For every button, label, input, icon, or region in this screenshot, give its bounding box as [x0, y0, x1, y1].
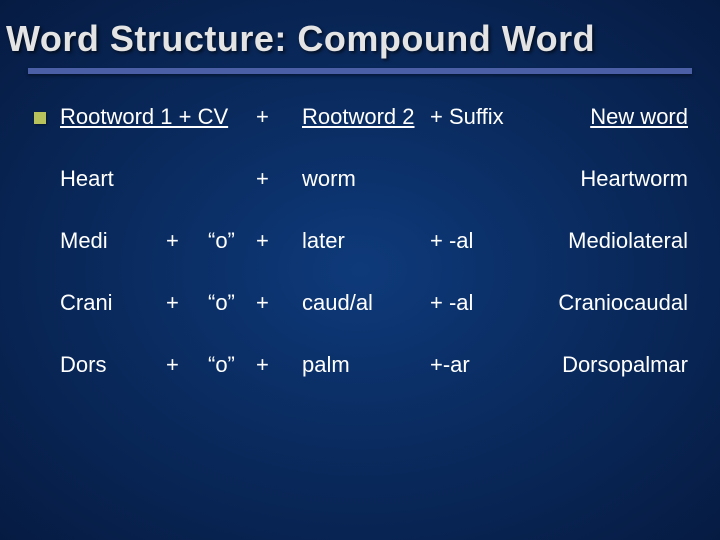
cell-root1: Heart	[60, 166, 166, 192]
cell-plus1: +	[166, 352, 208, 378]
cell-suffix: +-ar	[430, 352, 504, 378]
cell-cv: “o”	[208, 228, 256, 254]
cell-cv: “o”	[208, 352, 256, 378]
cell-root2: later	[302, 228, 430, 254]
table-header-row: Rootword 1 + CV + Rootword 2 + Suffix Ne…	[34, 104, 700, 130]
table-row: Dors + “o” + palm +-ar Dorsopalmar	[34, 352, 700, 378]
cell-root2: worm	[302, 166, 430, 192]
cell-newword: Craniocaudal	[504, 290, 700, 316]
cell-root1: Dors	[60, 352, 166, 378]
cell-plus1: +	[166, 228, 208, 254]
col-header-newword: New word	[504, 104, 700, 130]
table-row: Heart + worm Heartworm	[34, 166, 700, 192]
square-bullet-icon	[34, 112, 46, 124]
cell-plus2: +	[256, 228, 302, 254]
cell-root2: palm	[302, 352, 430, 378]
cell-plus2: +	[256, 290, 302, 316]
col-header-root1-cv: Rootword 1 + CV	[60, 104, 256, 130]
cell-plus2: +	[256, 352, 302, 378]
cell-root1: Crani	[60, 290, 166, 316]
col-header-root2: Rootword 2	[302, 104, 430, 130]
cell-root1: Medi	[60, 228, 166, 254]
table-row: Medi + “o” + later + -al Mediolateral	[34, 228, 700, 254]
col-header-suffix: + Suffix	[430, 104, 504, 130]
cell-cv: “o”	[208, 290, 256, 316]
cell-newword: Heartworm	[504, 166, 700, 192]
table-row: Crani + “o” + caud/al + -al Craniocaudal	[34, 290, 700, 316]
cell-plus1: +	[166, 290, 208, 316]
cell-newword: Mediolateral	[504, 228, 700, 254]
col-header-plus: +	[256, 104, 302, 130]
cell-plus2: +	[256, 166, 302, 192]
cell-suffix: + -al	[430, 290, 504, 316]
content-area: Rootword 1 + CV + Rootword 2 + Suffix Ne…	[0, 74, 720, 378]
cell-root2: caud/al	[302, 290, 430, 316]
cell-newword: Dorsopalmar	[504, 352, 700, 378]
slide-title: Word Structure: Compound Word	[0, 0, 720, 66]
cell-suffix: + -al	[430, 228, 504, 254]
